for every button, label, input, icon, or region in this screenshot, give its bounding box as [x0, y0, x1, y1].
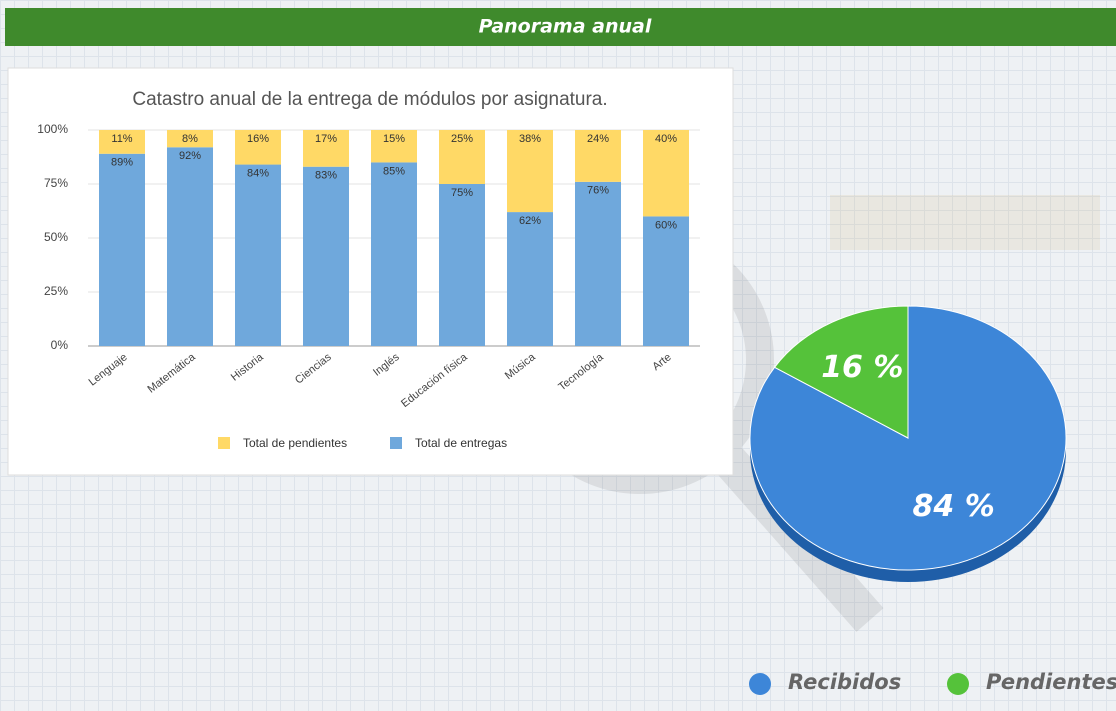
- data-label: 15%: [383, 133, 405, 145]
- data-label: 16%: [247, 133, 269, 145]
- bar-segment: [99, 153, 145, 346]
- bar-segment: [235, 164, 281, 346]
- bar-segment: [439, 130, 485, 184]
- y-tick-label: 75%: [44, 176, 68, 190]
- legend-label: Pendientes: [986, 670, 1116, 694]
- data-label: 62%: [519, 215, 541, 227]
- y-tick-label: 25%: [44, 284, 68, 298]
- bar-segment: [167, 130, 213, 148]
- bar-segment: [167, 147, 213, 346]
- legend-swatch: [218, 437, 230, 449]
- y-tick-label: 0%: [51, 338, 69, 352]
- legend-label: Total de pendientes: [243, 436, 347, 450]
- pie-label: 16 %: [821, 350, 903, 385]
- header-title: Panorama anual: [479, 16, 652, 38]
- y-tick-label: 50%: [44, 230, 68, 244]
- data-label: 8%: [182, 133, 198, 145]
- data-label: 89%: [111, 157, 133, 169]
- data-label: 75%: [451, 187, 473, 199]
- pie-label: 84 %: [913, 489, 995, 524]
- header-bar: [5, 8, 1116, 46]
- pie-slice: [773, 305, 909, 439]
- y-tick-label: 100%: [37, 122, 68, 136]
- bar-segment: [303, 166, 349, 346]
- bar-segment: [371, 130, 417, 163]
- data-label: 76%: [587, 185, 609, 197]
- bar-segment: [643, 216, 689, 346]
- data-label: 11%: [111, 133, 132, 145]
- bar-segment: [235, 130, 281, 165]
- legend-dot: [947, 673, 969, 695]
- data-label: 17%: [315, 133, 337, 145]
- data-label: 40%: [655, 133, 677, 145]
- legend-label: Total de entregas: [415, 436, 507, 450]
- data-label: 60%: [655, 219, 677, 231]
- chart-title: Catastro anual de la entrega de módulos …: [132, 89, 607, 110]
- bar-segment: [507, 130, 553, 213]
- bar-segment: [303, 130, 349, 167]
- bar-segment: [99, 130, 145, 154]
- legend-dot: [749, 673, 771, 695]
- bar-segment: [575, 181, 621, 346]
- data-label: 84%: [247, 167, 269, 179]
- data-label: 85%: [383, 165, 405, 177]
- bar-segment: [507, 212, 553, 346]
- legend-swatch: [390, 437, 402, 449]
- bar-segment: [643, 130, 689, 217]
- data-label: 38%: [519, 133, 541, 145]
- legend-label: Recibidos: [788, 670, 901, 694]
- data-label: 92%: [179, 150, 201, 162]
- data-label: 24%: [587, 133, 609, 145]
- data-label: 25%: [451, 133, 473, 145]
- data-label: 83%: [315, 170, 337, 182]
- bar-segment: [371, 162, 417, 346]
- bar-segment: [575, 130, 621, 182]
- bar-segment: [439, 184, 485, 346]
